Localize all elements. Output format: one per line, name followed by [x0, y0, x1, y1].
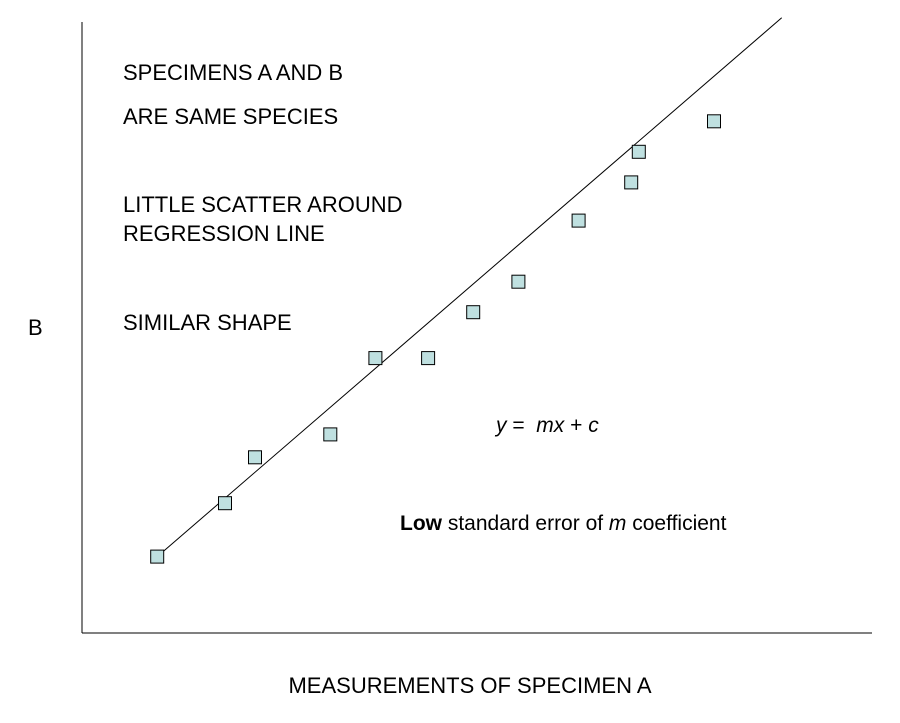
data-point — [631, 144, 646, 159]
equation-equals: = — [507, 414, 537, 437]
data-point — [511, 274, 526, 289]
data-point — [368, 351, 383, 366]
regression-line — [156, 17, 783, 558]
equation-mx: mx — [536, 414, 565, 437]
equation-y: y — [494, 414, 508, 437]
note-m: m — [609, 512, 627, 535]
equation-c: c — [588, 414, 599, 437]
equation-plus: + — [564, 414, 588, 437]
annotation-line-3: LITTLE SCATTER AROUND — [123, 192, 403, 217]
y-axis-label: B — [28, 315, 43, 340]
standard-error-note: Low standard error of m coefficient — [400, 512, 727, 535]
data-point — [150, 549, 165, 564]
annotation-line-2: ARE SAME SPECIES — [123, 104, 338, 129]
annotation-line-5: SIMILAR SHAPE — [123, 310, 292, 335]
note-low: Low — [400, 512, 443, 535]
data-point — [624, 175, 639, 190]
x-axis-label: MEASUREMENTS OF SPECIMEN A — [288, 673, 651, 698]
regression-equation: y = mx + c — [494, 414, 599, 437]
note-end: coefficient — [626, 512, 726, 535]
data-point — [571, 213, 586, 228]
annotation-line-4: REGRESSION LINE — [123, 221, 325, 246]
data-point — [707, 114, 721, 129]
annotation-line-1: SPECIMENS A AND B — [123, 60, 343, 85]
data-point — [248, 450, 262, 465]
note-middle: standard error of — [442, 512, 609, 535]
data-points — [150, 114, 721, 564]
data-point — [218, 496, 232, 511]
data-point — [323, 427, 338, 442]
data-point — [421, 351, 436, 366]
data-point — [466, 305, 481, 320]
